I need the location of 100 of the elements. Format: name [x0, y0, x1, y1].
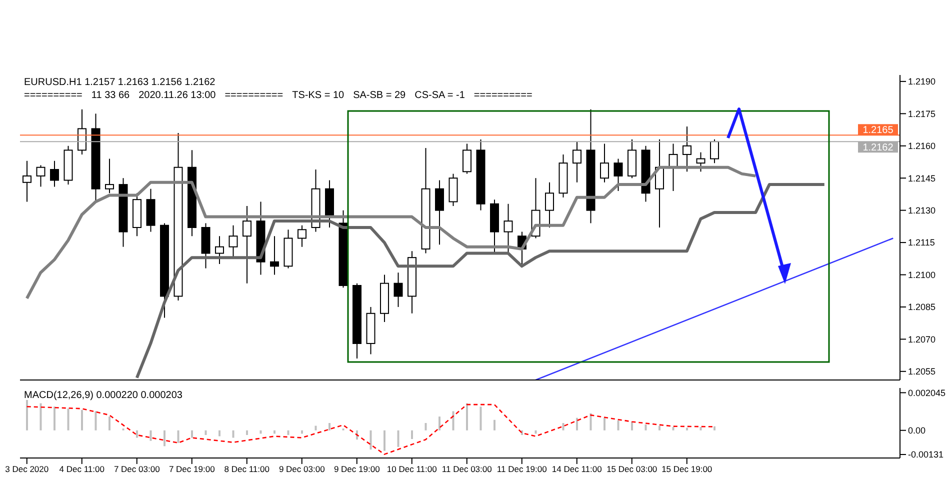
- bar: [370, 430, 372, 450]
- ref-line-label: 1.2165: [862, 125, 894, 136]
- line-series: [26, 404, 716, 455]
- bar: [644, 424, 647, 430]
- bar: [328, 423, 330, 430]
- bar: [672, 427, 674, 430]
- x-tick-label: 15 Dec 03:00: [606, 464, 658, 474]
- candlestick: [105, 158, 114, 194]
- bar: [438, 416, 440, 430]
- candlestick: [614, 158, 623, 192]
- x-tick-label: 11 Dec 03:00: [442, 464, 492, 474]
- x-tick-label: 9 Dec 19:00: [334, 464, 380, 474]
- bar: [136, 430, 138, 438]
- bar: [411, 430, 413, 440]
- y-tick-label: 1.2055: [908, 366, 936, 377]
- candlestick: [242, 206, 252, 284]
- bar: [424, 423, 427, 430]
- bar: [590, 413, 592, 430]
- bar: [26, 400, 28, 430]
- bar: [658, 426, 660, 430]
- candlestick: [448, 173, 458, 207]
- candlestick: [50, 160, 59, 188]
- y-tick-label: 1.2175: [908, 108, 936, 119]
- bar: [81, 410, 83, 430]
- bar: [480, 406, 482, 430]
- annotation: ==========: [24, 89, 82, 102]
- bar: [397, 430, 400, 447]
- annotation: CS-SA = -1: [414, 89, 465, 102]
- bar: [150, 430, 152, 441]
- line-series: [135, 183, 826, 380]
- bar: [452, 411, 454, 430]
- bar: [246, 430, 248, 435]
- bar: [576, 418, 578, 430]
- y-tick-label: 0.00: [908, 426, 926, 436]
- annotation: ==========: [224, 89, 284, 102]
- x-tick-label: 8 Dec 11:00: [224, 464, 270, 474]
- y-tick-label: 0.002045: [908, 388, 946, 398]
- y-tick-label: 1.2085: [908, 302, 936, 312]
- bar: [466, 403, 468, 430]
- bar: [617, 420, 620, 430]
- candlestick: [394, 272, 403, 308]
- x-tick-label: 14 Dec 11:00: [552, 464, 602, 474]
- candlestick: [435, 180, 444, 246]
- candlestick: [22, 160, 32, 202]
- y-tick-label: 1.2100: [908, 270, 936, 280]
- x-tick-label: 15 Dec 19:00: [662, 464, 712, 474]
- annotation: EURUSD.H1 1.2157 1.2163 1.2156 1.2162: [24, 76, 216, 89]
- y-tick-label: -0.00131: [908, 450, 944, 460]
- bar: [54, 406, 56, 430]
- ref-line-label: 1.2162: [862, 142, 894, 154]
- bar: [94, 411, 97, 430]
- bar: [287, 430, 290, 435]
- annotation: 2020.11.26 13:00: [138, 89, 216, 102]
- x-tick-label: 10 Dec 11:00: [386, 464, 438, 474]
- bar: [67, 408, 70, 430]
- y-tick-label: 1.2190: [908, 76, 936, 87]
- y-tick-label: 1.2160: [908, 141, 936, 152]
- bar: [700, 427, 702, 430]
- bar: [177, 430, 180, 443]
- candlestick: [696, 152, 706, 172]
- candlestick: [545, 182, 554, 228]
- candlestick: [78, 108, 86, 155]
- bar: [314, 426, 317, 430]
- bar: [164, 430, 166, 446]
- x-tick-label: 7 Dec 19:00: [168, 464, 216, 474]
- x-tick-label: 9 Dec 03:00: [278, 464, 326, 474]
- bar: [204, 430, 207, 435]
- bar: [40, 403, 42, 430]
- bar: [384, 430, 386, 451]
- chart-title: MACD(12,26,9) 0.000220 0.000203: [24, 390, 182, 401]
- candlestick: [36, 164, 46, 188]
- y-tick-label: 1.2115: [908, 238, 935, 248]
- candlestick: [298, 224, 306, 248]
- bar: [218, 430, 220, 436]
- bar: [686, 428, 688, 430]
- bar: [232, 430, 234, 438]
- candlestick: [270, 236, 279, 276]
- annotation: SA-SB = 29: [353, 89, 406, 102]
- candlestick: [504, 203, 513, 254]
- line-series: [25, 166, 758, 300]
- x-tick-label: 4 Dec 11:00: [59, 464, 105, 474]
- bar: [494, 420, 496, 430]
- bar: [714, 426, 716, 430]
- annotation: ==========: [474, 89, 532, 102]
- candlestick: [572, 141, 582, 183]
- bar: [631, 422, 633, 430]
- candlestick: [228, 224, 238, 258]
- bar: [604, 418, 606, 430]
- bar: [562, 423, 564, 430]
- y-tick-label: 1.2130: [908, 206, 936, 216]
- candlestick: [462, 143, 472, 174]
- bar: [108, 416, 110, 430]
- x-tick-label: 7 Dec 03:00: [114, 464, 160, 474]
- y-tick-label: 1.2070: [908, 334, 936, 344]
- candlestick: [600, 143, 609, 183]
- y-tick-label: 1.2145: [908, 173, 936, 184]
- x-tick-label: 3 Dec 2020: [5, 464, 49, 474]
- annotation: TS-KS = 10: [292, 89, 344, 102]
- annotation: 11 33 66: [91, 89, 130, 102]
- candlestick: [710, 138, 719, 164]
